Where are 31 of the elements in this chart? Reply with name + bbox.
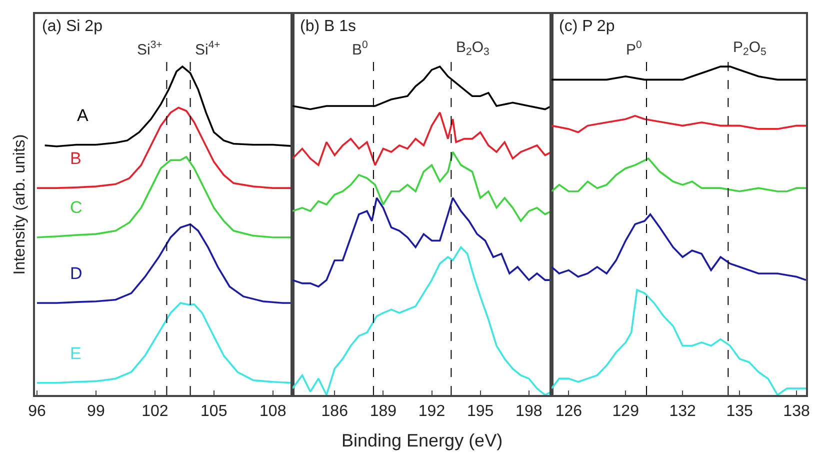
x-tick-label: 192 — [418, 402, 446, 420]
x-tick-label: 132 — [669, 402, 696, 420]
ref-line-label: Si$^{3+}$ — [137, 39, 162, 58]
x-tick-label: 195 — [466, 402, 494, 420]
series-label: E — [70, 344, 82, 363]
x-tick-label: 99 — [87, 402, 105, 420]
ref-line-label: B$_{2}$O$_{3}$ — [456, 39, 490, 58]
x-axis-title: Binding Energy (eV) — [341, 430, 503, 451]
x-tick-label: 135 — [726, 402, 753, 420]
ref-line-label: P$^{0}$ — [626, 39, 642, 58]
ref-line-label: Si$^{4+}$ — [195, 39, 220, 58]
series-label: D — [70, 264, 82, 283]
x-tick-label: 186 — [321, 402, 348, 420]
x-tick-label: 102 — [142, 402, 168, 420]
series-label: C — [70, 198, 82, 217]
ref-line-label: P$_{2}$O$_{5}$ — [733, 39, 767, 58]
x-tick-label: 108 — [260, 402, 286, 420]
chart-title: (a) Si 2p — [42, 18, 103, 35]
x-tick-label: 138 — [783, 402, 810, 420]
y-axis-title: Intensity (arb. units) — [12, 134, 29, 275]
x-tick-label: 96 — [28, 402, 46, 420]
x-tick-label: 198 — [516, 402, 542, 420]
x-tick-label: 129 — [612, 402, 640, 420]
ref-line-label: B$^{0}$ — [352, 39, 368, 58]
chart-title: (b) B 1s — [300, 18, 356, 35]
x-tick-label: 126 — [555, 402, 582, 420]
series-label: B — [70, 149, 82, 168]
x-tick-label: 189 — [370, 402, 397, 420]
chart-title: (c) P 2p — [559, 18, 615, 35]
series-label: A — [77, 106, 89, 125]
x-tick-label: 105 — [200, 402, 228, 420]
